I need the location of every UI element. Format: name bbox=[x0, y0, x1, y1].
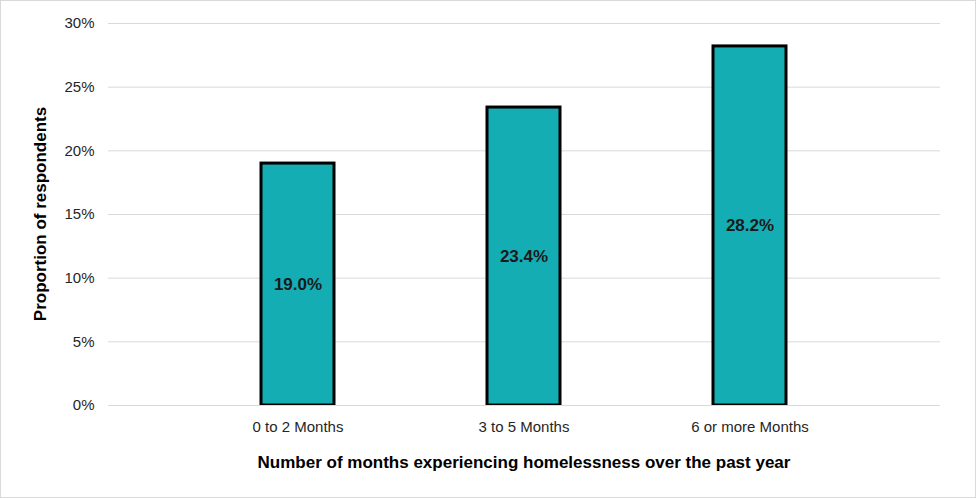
svg-text:10%: 10% bbox=[64, 269, 94, 286]
svg-text:25%: 25% bbox=[64, 78, 94, 95]
svg-text:3 to 5 Months: 3 to 5 Months bbox=[479, 418, 570, 435]
svg-text:23.4%: 23.4% bbox=[500, 247, 548, 266]
svg-text:28.2%: 28.2% bbox=[726, 216, 774, 235]
svg-text:0%: 0% bbox=[73, 396, 95, 413]
svg-text:0 to 2 Months: 0 to 2 Months bbox=[253, 418, 344, 435]
svg-text:20%: 20% bbox=[64, 142, 94, 159]
svg-text:6 or more Months: 6 or more Months bbox=[691, 418, 809, 435]
svg-text:19.0%: 19.0% bbox=[274, 275, 322, 294]
svg-text:Proportion of respondents: Proportion of respondents bbox=[31, 107, 50, 321]
svg-text:30%: 30% bbox=[64, 14, 94, 31]
svg-text:15%: 15% bbox=[64, 205, 94, 222]
svg-text:5%: 5% bbox=[73, 333, 95, 350]
svg-text:Number of months experiencing: Number of months experiencing homelessne… bbox=[258, 453, 791, 472]
